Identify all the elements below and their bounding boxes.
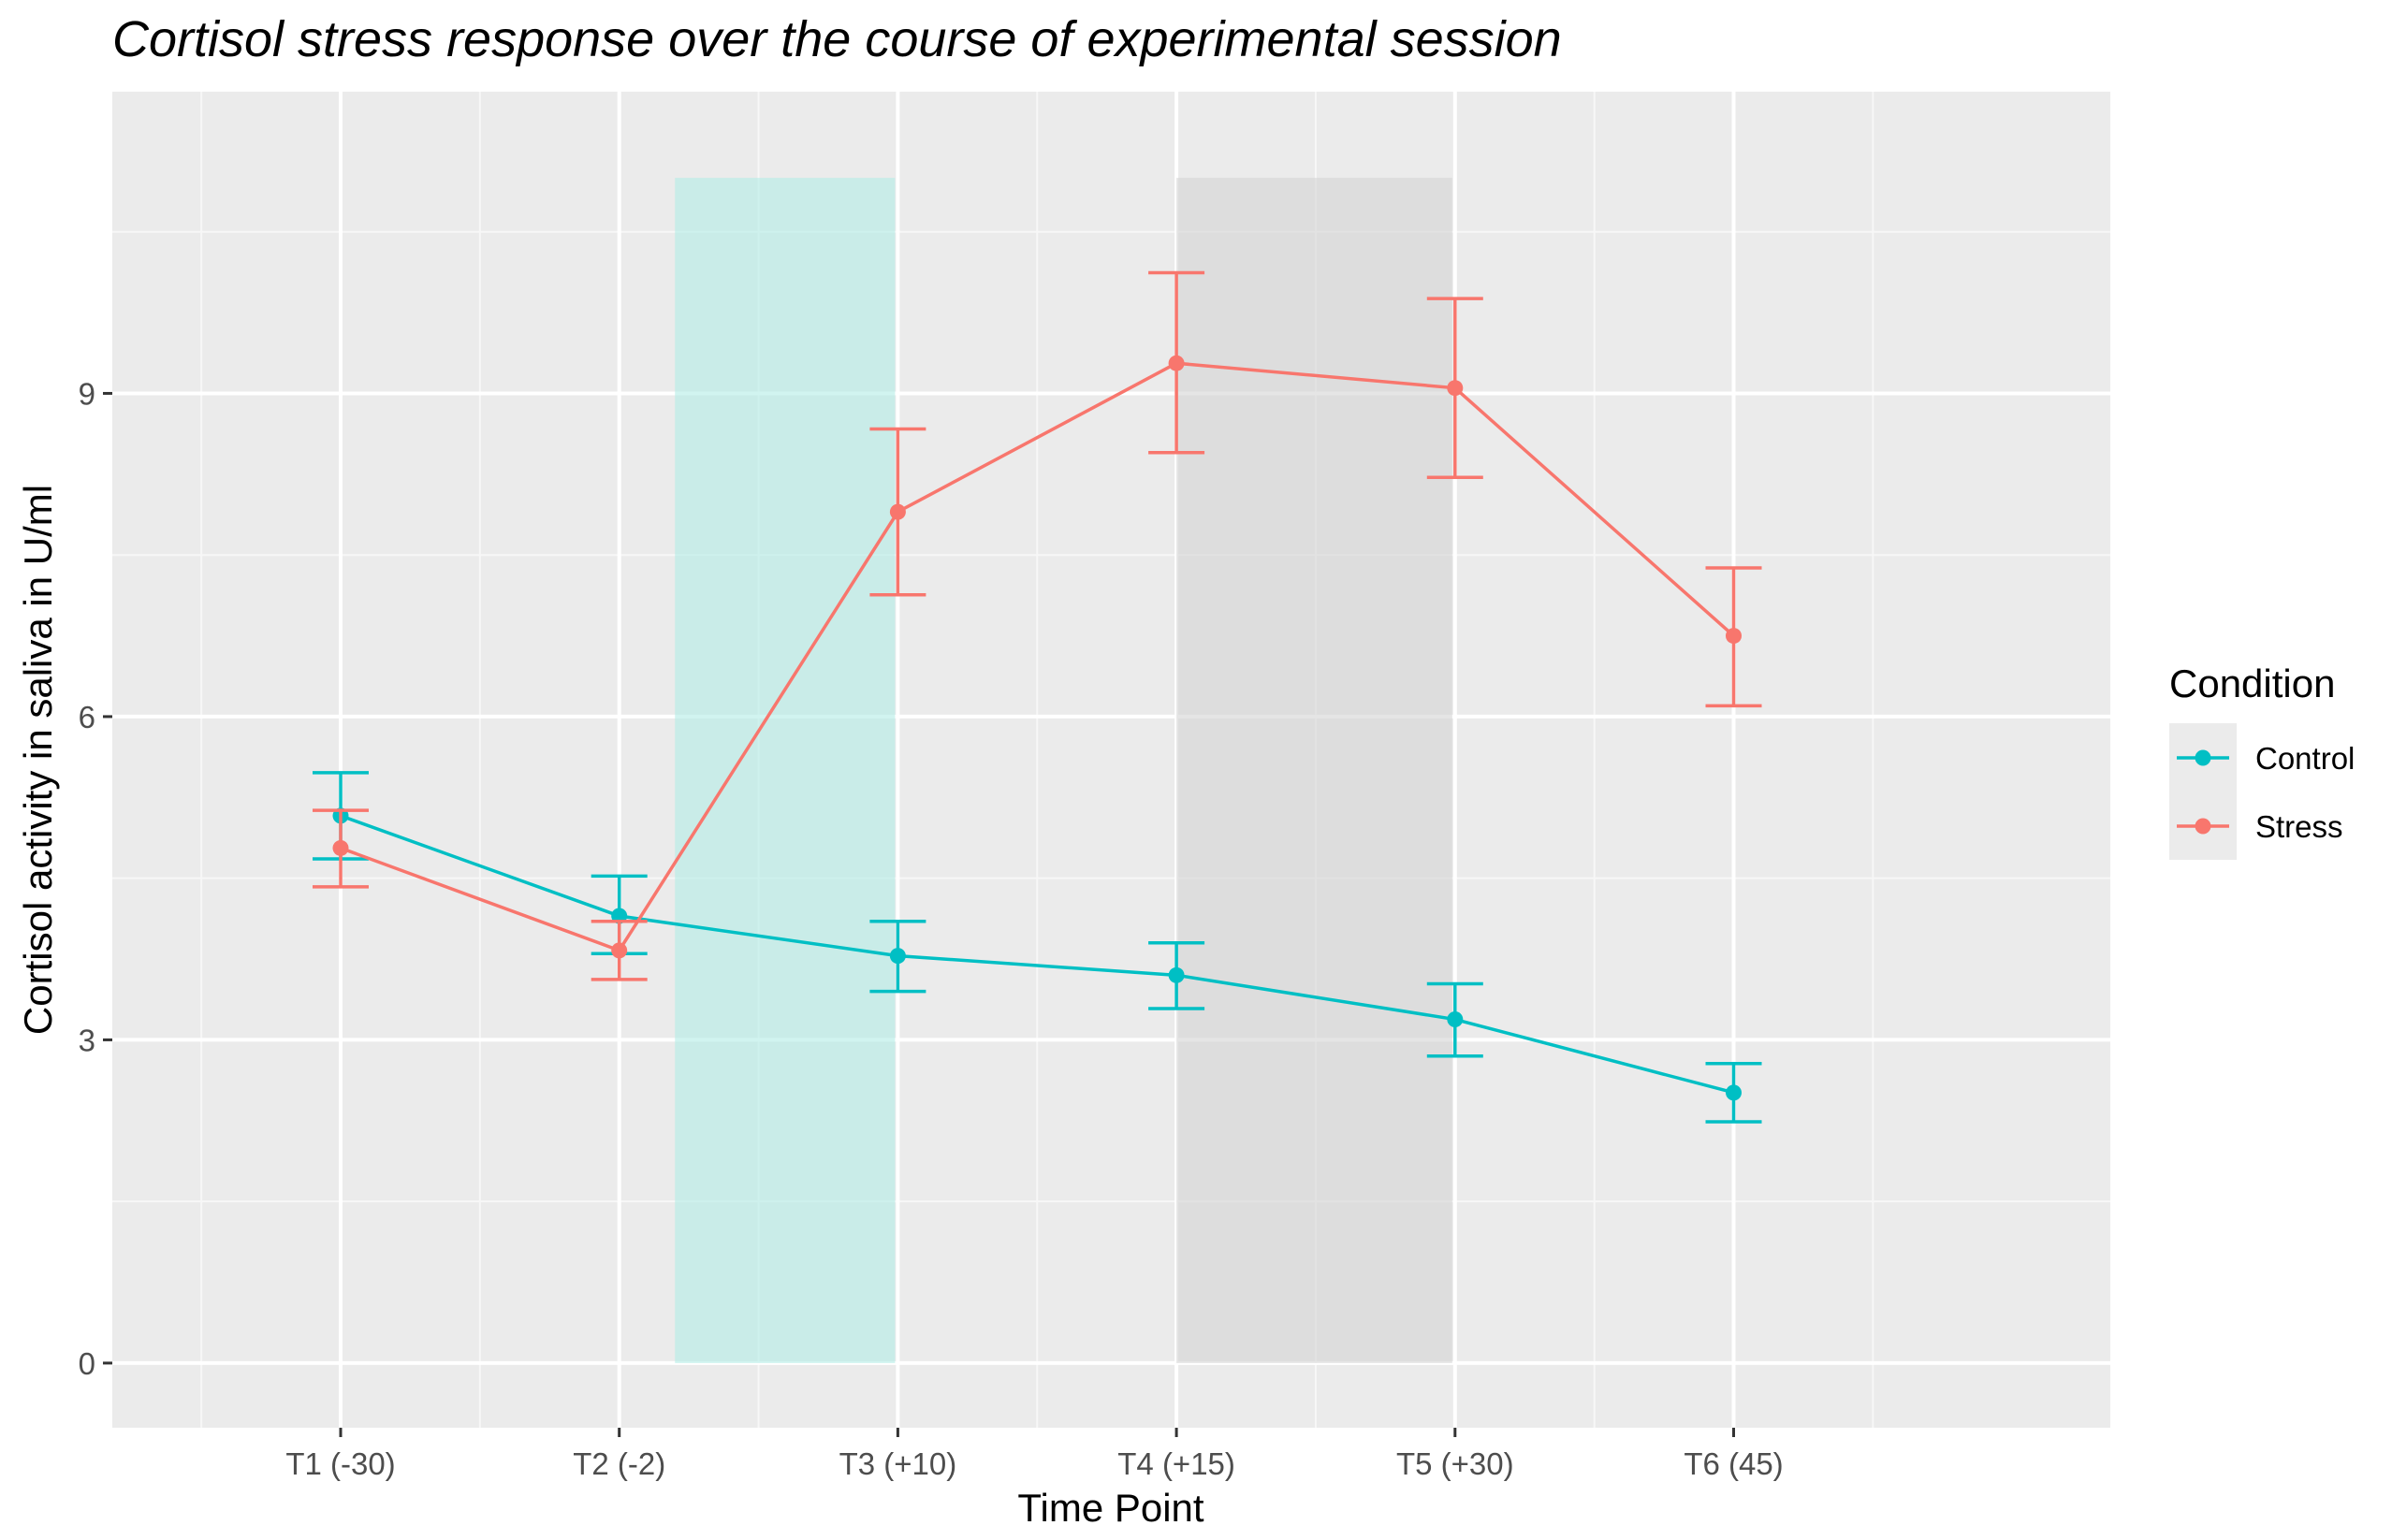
legend-title: Condition [2169, 661, 2335, 705]
shaded-region-2 [1176, 178, 1452, 1363]
stress-point [332, 839, 349, 856]
x-tick-label: T2 (-2) [573, 1446, 665, 1481]
x-tick-label: T4 (+15) [1117, 1446, 1235, 1481]
y-tick-label: 0 [79, 1346, 95, 1381]
control-point [1726, 1084, 1742, 1101]
legend-key-background [2169, 723, 2237, 860]
y-tick-label: 9 [79, 376, 95, 411]
x-tick-label: T6 (45) [1684, 1446, 1783, 1481]
stress-point [1447, 380, 1464, 397]
x-axis: T1 (-30) T2 (-2) T3 (+10) T4 (+15) T5 (+30) T… [285, 1428, 1784, 1481]
shaded-regions [675, 178, 1452, 1363]
legend-label-stress: Stress [2255, 809, 2343, 844]
x-tick-label: T3 (+10) [839, 1446, 957, 1481]
stress-point [889, 503, 906, 520]
control-point [1168, 966, 1185, 983]
legend-key-point-stress [2195, 818, 2211, 835]
x-tick-label: T5 (+30) [1396, 1446, 1514, 1481]
stress-point [611, 942, 628, 959]
chart-title: Cortisol stress response over the course… [112, 11, 1562, 67]
shaded-region-1 [675, 178, 896, 1363]
y-tick-label: 3 [79, 1023, 95, 1057]
stress-point [1726, 628, 1742, 645]
x-tick-label: T1 (-30) [285, 1446, 395, 1481]
stress-point [1168, 355, 1185, 371]
stress-line [340, 361, 1735, 952]
legend-label-control: Control [2255, 741, 2355, 776]
control-point [1447, 1011, 1464, 1028]
plot-panel [112, 92, 2110, 1428]
series-layer [313, 270, 1762, 1124]
x-axis-title: Time Point [1017, 1486, 1204, 1530]
y-axis: 0 3 6 9 [79, 376, 112, 1381]
control-line [340, 814, 1734, 1095]
legend-key-point-control [2195, 749, 2211, 766]
legend: Condition Control Stress [2169, 661, 2355, 860]
y-axis-title: Cortisol activity in saliva in U/ml [16, 485, 60, 1035]
y-tick-label: 6 [79, 700, 95, 734]
control-point [889, 948, 906, 965]
